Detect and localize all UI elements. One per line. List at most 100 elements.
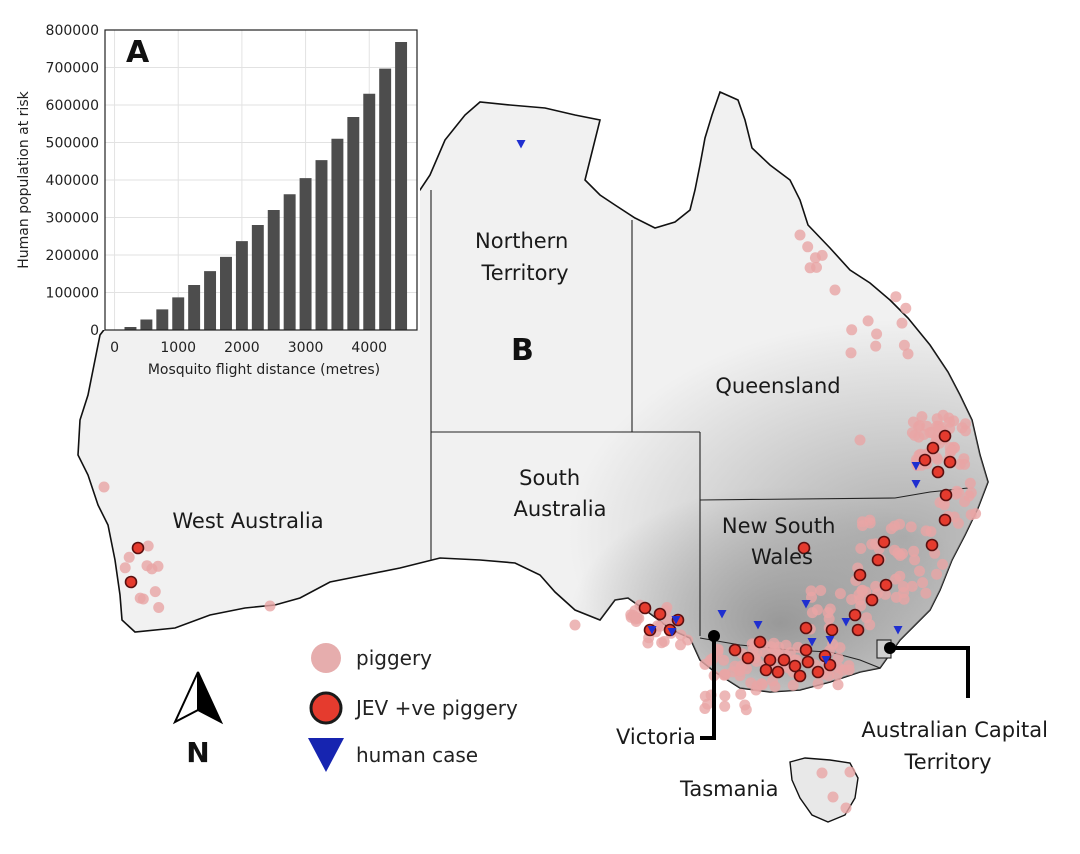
piggery-marker <box>905 521 917 533</box>
chart-y-tick-label: 800000 <box>46 23 99 39</box>
jev-piggery-marker <box>877 535 891 549</box>
human-case-marker <box>647 626 657 635</box>
piggery-marker <box>907 416 919 428</box>
label-tasmania: Tasmania <box>679 777 779 801</box>
piggery-marker <box>829 284 841 296</box>
jev-piggery-marker <box>811 665 825 679</box>
piggery-marker <box>931 568 943 580</box>
chart-x-tick-label: 1000 <box>160 340 196 356</box>
piggery-marker <box>123 551 135 563</box>
jev-piggery-marker <box>926 441 940 455</box>
human-case-marker <box>717 610 727 619</box>
jev-piggery-marker <box>825 623 839 637</box>
piggery-marker <box>768 637 780 649</box>
piggery-marker <box>816 767 828 779</box>
human-case-points <box>516 140 921 665</box>
panel-b-label: B <box>511 333 534 368</box>
chart-y-ticks: 0 100000 200000 300000 400000 500000 600000 700… <box>46 23 99 339</box>
piggery-marker <box>889 520 901 532</box>
piggery-marker <box>879 588 891 600</box>
piggery-marker <box>937 558 948 570</box>
callouts: Victoria Tasmania Australian Capital Ter… <box>616 630 1054 801</box>
chart-bar <box>299 178 312 330</box>
piggery-marker <box>827 791 839 803</box>
jev-piggery-marker <box>799 643 813 657</box>
piggery-marker <box>894 550 906 561</box>
piggery-marker <box>824 603 836 615</box>
jev-piggery-marker <box>871 553 885 567</box>
piggery-marker <box>963 490 975 502</box>
piggery-marker <box>861 612 872 624</box>
chart-x-tick-label: 4000 <box>351 340 387 356</box>
chart-bar <box>124 327 137 330</box>
chart-y-tick-label: 500000 <box>46 136 99 152</box>
jev-piggery-marker <box>771 665 785 679</box>
chart-y-tick-label: 400000 <box>46 173 99 189</box>
label-victoria: Victoria <box>616 725 696 749</box>
jev-piggery-marker <box>938 513 952 527</box>
jev-piggery-marker <box>797 541 811 555</box>
legend: piggery JEV +ve piggery human case <box>308 643 518 772</box>
chart-bar <box>363 93 376 330</box>
chart-y-tick-label: 200000 <box>46 248 99 264</box>
jev-piggery-marker <box>793 669 807 683</box>
chart-bar <box>220 256 232 330</box>
piggery-marker <box>702 698 714 710</box>
piggery-marker <box>630 616 642 627</box>
piggery-marker <box>920 525 932 537</box>
legend-jev-label: JEV +ve piggery <box>354 696 518 720</box>
jev-piggery-marker <box>788 659 802 673</box>
piggery-marker <box>137 593 149 605</box>
piggery-marker <box>750 684 762 696</box>
piggery-marker <box>699 658 711 670</box>
legend-human-case-label: human case <box>356 743 478 767</box>
chart-y-tick-label: 300000 <box>46 211 99 227</box>
piggery-marker <box>914 565 925 577</box>
piggery-marker <box>569 619 581 631</box>
piggery-marker <box>956 422 968 434</box>
chart-bar <box>379 68 392 330</box>
jev-piggery-marker <box>638 601 652 615</box>
jev-piggery-marker <box>801 655 815 669</box>
legend-piggery-swatch <box>311 643 341 673</box>
human-case-marker <box>516 140 526 149</box>
chart-bar <box>315 160 328 330</box>
jev-piggery-marker <box>918 453 932 467</box>
piggery-marker <box>787 679 799 691</box>
piggery-marker <box>900 302 912 314</box>
human-case-marker <box>911 480 921 489</box>
jev-piggery-marker <box>939 488 953 502</box>
jev-piggery-marker <box>931 465 945 479</box>
piggery-marker <box>739 699 751 711</box>
chart-bar <box>140 319 153 330</box>
chart-bar <box>347 117 360 330</box>
piggery-marker <box>809 252 821 264</box>
chart-x-tick-label: 2000 <box>224 340 260 356</box>
piggery-marker <box>902 348 914 360</box>
label-queensland: Queensland <box>715 374 840 398</box>
chart-x-tick-label: 0 <box>110 340 119 356</box>
chart-bar <box>156 309 169 330</box>
human-case-marker <box>841 618 851 627</box>
piggery-marker <box>855 543 867 554</box>
piggery-marker <box>675 639 686 651</box>
piggery-marker <box>142 540 154 552</box>
human-case-marker <box>671 616 681 625</box>
jev-piggery-marker <box>851 623 865 637</box>
legend-jev-swatch <box>309 691 343 725</box>
human-case-marker <box>807 638 817 647</box>
chart-y-axis-title: Human population at risk <box>16 90 32 268</box>
label-act: Australian Capital Territory <box>861 718 1054 774</box>
human-case-marker <box>801 600 811 609</box>
piggery-marker <box>815 585 827 596</box>
human-case-marker <box>753 621 763 630</box>
piggery-marker <box>718 654 730 666</box>
piggery-marker <box>866 538 878 550</box>
piggery-marker <box>964 477 976 489</box>
piggery-marker <box>719 700 731 712</box>
piggery-marker <box>862 315 874 327</box>
piggery-marker <box>846 324 858 336</box>
legend-human-case-swatch <box>308 738 344 772</box>
piggery-marker <box>805 585 817 597</box>
